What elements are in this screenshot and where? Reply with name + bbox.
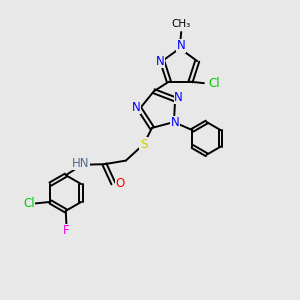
Text: O: O: [115, 177, 124, 190]
Text: N: N: [155, 55, 164, 68]
Text: HN: HN: [72, 157, 89, 170]
Text: S: S: [140, 138, 147, 151]
Text: Cl: Cl: [208, 77, 220, 90]
Text: CH₃: CH₃: [172, 19, 191, 29]
Text: N: N: [132, 101, 140, 114]
Text: Cl: Cl: [23, 197, 35, 210]
Text: N: N: [174, 91, 183, 104]
Text: N: N: [177, 40, 186, 52]
Text: N: N: [171, 116, 180, 129]
Text: F: F: [63, 224, 70, 237]
